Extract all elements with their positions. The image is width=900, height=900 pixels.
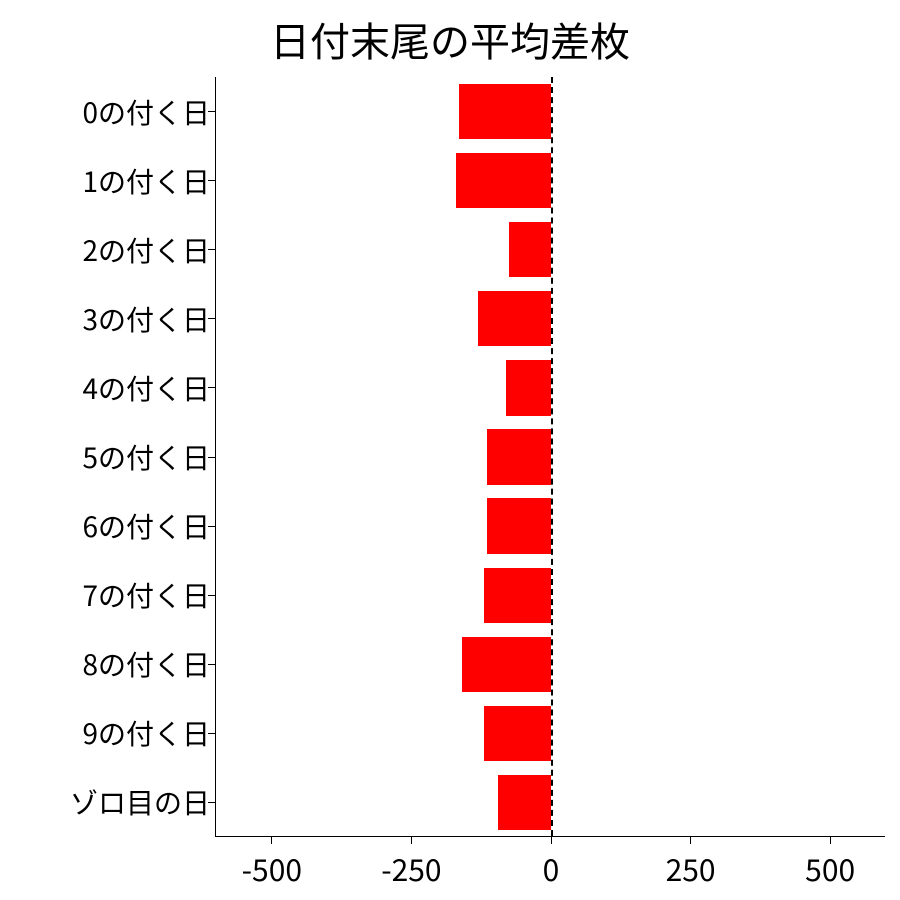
y-tick-mark — [208, 526, 216, 527]
bar — [484, 706, 551, 761]
y-tick-label: 8の付く日 — [82, 644, 216, 684]
x-tick-label: 500 — [805, 836, 855, 890]
x-tick-label: 250 — [666, 836, 716, 890]
zero-reference-line — [551, 77, 553, 836]
y-tick-label: 6の付く日 — [82, 506, 216, 546]
y-tick-mark — [208, 318, 216, 319]
y-tick-mark — [208, 111, 216, 112]
y-tick-label: 4の付く日 — [82, 368, 216, 408]
x-tick-label: -250 — [381, 836, 441, 890]
bar — [478, 291, 551, 346]
y-tick-label: 2の付く日 — [82, 230, 216, 270]
y-tick-mark — [208, 387, 216, 388]
y-tick-label: 1の付く日 — [82, 161, 216, 201]
y-tick-mark — [208, 802, 216, 803]
y-tick-label: ゾロ目の日 — [70, 782, 216, 822]
y-tick-mark — [208, 457, 216, 458]
bar — [506, 360, 551, 415]
bar — [498, 775, 551, 830]
bar — [487, 429, 551, 484]
plot-area: 0の付く日1の付く日2の付く日3の付く日4の付く日5の付く日6の付く日7の付く日… — [215, 77, 885, 837]
y-tick-label: 7の付く日 — [82, 575, 216, 615]
y-tick-label: 9の付く日 — [82, 713, 216, 753]
chart-title: 日付末尾の平均差枚 — [0, 10, 900, 68]
bar — [459, 84, 551, 139]
bar — [487, 498, 551, 553]
y-tick-label: 0の付く日 — [82, 92, 216, 132]
x-tick-label: -500 — [242, 836, 302, 890]
y-tick-mark — [208, 249, 216, 250]
y-tick-mark — [208, 180, 216, 181]
bar — [462, 637, 551, 692]
bar — [456, 153, 551, 208]
y-tick-mark — [208, 733, 216, 734]
x-tick-label: 0 — [543, 836, 560, 890]
y-tick-label: 3の付く日 — [82, 299, 216, 339]
chart-container: 日付末尾の平均差枚 0の付く日1の付く日2の付く日3の付く日4の付く日5の付く日… — [0, 0, 900, 900]
y-tick-mark — [208, 595, 216, 596]
bar — [484, 568, 551, 623]
y-tick-mark — [208, 664, 216, 665]
y-tick-label: 5の付く日 — [82, 437, 216, 477]
bar — [509, 222, 551, 277]
